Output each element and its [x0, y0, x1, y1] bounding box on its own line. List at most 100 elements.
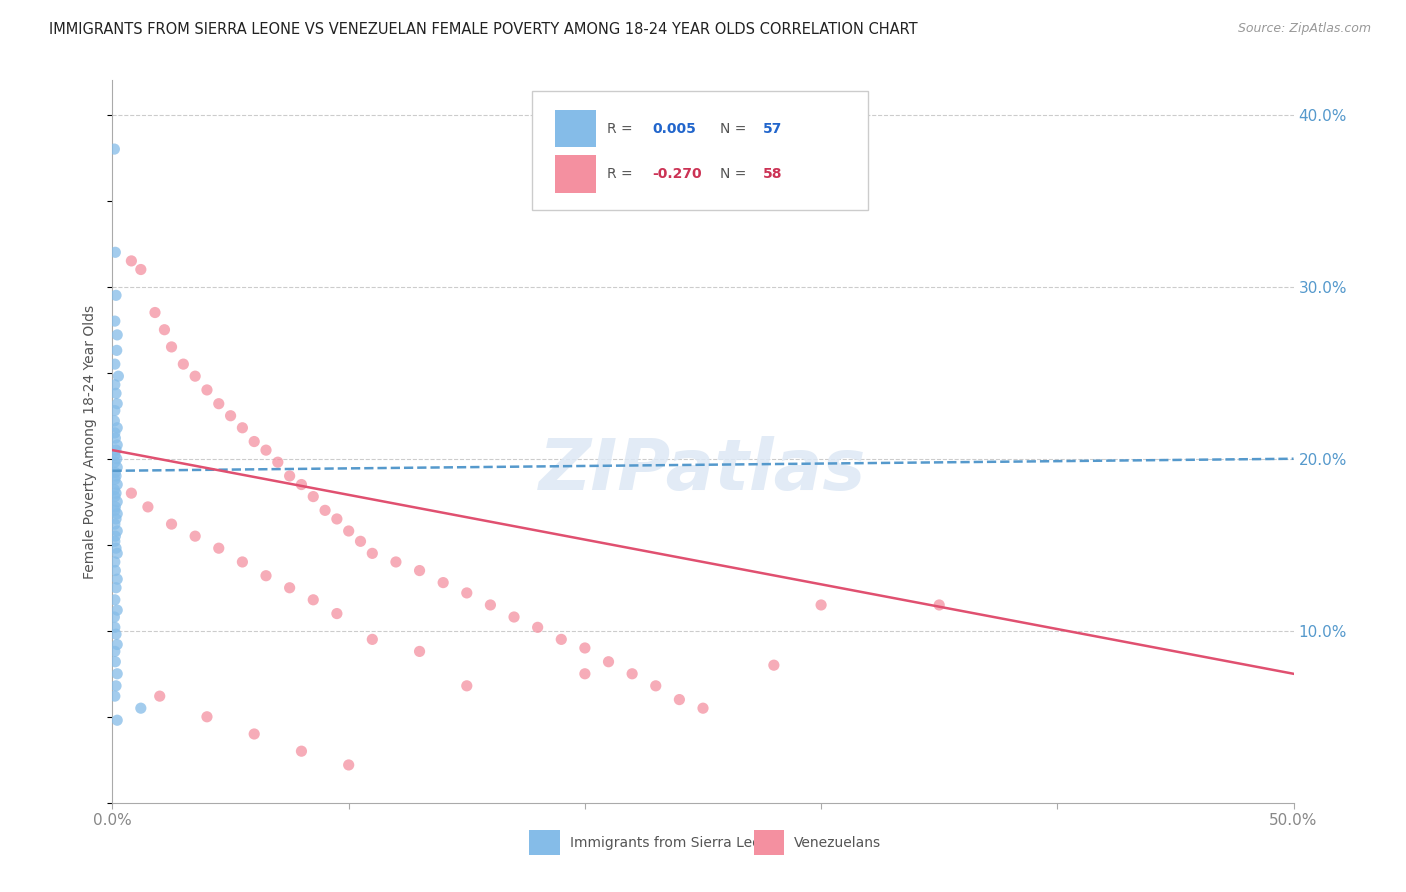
Point [149, 689, 172, 703]
Point [195, 710, 218, 724]
Point [105, 421, 128, 435]
Point [105, 494, 128, 508]
Point [104, 490, 127, 504]
Point [208, 397, 231, 411]
Point [104, 534, 127, 549]
Point [104, 472, 127, 486]
Point [243, 727, 266, 741]
Point [105, 524, 128, 538]
Point [408, 644, 430, 658]
Point [762, 658, 785, 673]
Point [103, 483, 125, 497]
Point [598, 655, 620, 669]
Point [104, 425, 127, 440]
Point [153, 323, 176, 337]
Point [104, 314, 127, 328]
Point [129, 262, 152, 277]
Point [254, 568, 277, 582]
Point [105, 679, 128, 693]
Point [574, 640, 596, 655]
Point [104, 620, 127, 634]
Point [692, 701, 714, 715]
Point [278, 581, 301, 595]
Point [810, 598, 832, 612]
Point [574, 666, 596, 681]
Point [337, 758, 360, 772]
Point [456, 586, 478, 600]
Point [219, 409, 242, 423]
Point [104, 655, 127, 669]
Point [526, 620, 548, 634]
Point [105, 469, 128, 483]
Point [104, 431, 127, 445]
Text: ZIPatlas: ZIPatlas [540, 436, 866, 505]
Point [104, 517, 127, 532]
Point [184, 369, 207, 384]
Point [105, 572, 128, 586]
Point [136, 500, 159, 514]
Point [105, 397, 128, 411]
Point [104, 689, 127, 703]
FancyBboxPatch shape [754, 830, 785, 855]
Point [408, 564, 430, 578]
Point [195, 383, 218, 397]
Point [104, 500, 127, 514]
Point [550, 632, 572, 647]
Point [503, 610, 526, 624]
Point [105, 546, 128, 560]
Point [385, 555, 408, 569]
FancyBboxPatch shape [530, 830, 560, 855]
Point [105, 288, 128, 302]
Point [104, 357, 127, 371]
Text: 0.005: 0.005 [652, 121, 696, 136]
Text: 58: 58 [763, 167, 783, 181]
Text: R =: R = [607, 121, 637, 136]
Point [105, 541, 128, 556]
Text: N =: N = [720, 167, 751, 181]
Point [143, 305, 166, 319]
Point [254, 443, 277, 458]
Point [104, 377, 127, 392]
Point [105, 451, 128, 466]
Point [105, 327, 128, 342]
Point [105, 603, 128, 617]
Point [105, 443, 128, 458]
Point [120, 253, 142, 268]
Point [105, 713, 128, 727]
FancyBboxPatch shape [531, 91, 869, 211]
Text: IMMIGRANTS FROM SIERRA LEONE VS VENEZUELAN FEMALE POVERTY AMONG 18-24 YEAR OLDS : IMMIGRANTS FROM SIERRA LEONE VS VENEZUEL… [49, 22, 918, 37]
Point [302, 592, 325, 607]
Point [432, 575, 454, 590]
Text: Immigrants from Sierra Leone: Immigrants from Sierra Leone [569, 836, 778, 849]
Point [184, 529, 207, 543]
Point [104, 466, 127, 480]
Point [172, 357, 194, 371]
Point [104, 503, 127, 517]
Point [120, 486, 142, 500]
Point [349, 534, 371, 549]
Point [456, 679, 478, 693]
Point [160, 340, 183, 354]
Point [105, 507, 128, 521]
Point [361, 546, 384, 560]
Point [621, 666, 644, 681]
Y-axis label: Female Poverty Among 18-24 Year Olds: Female Poverty Among 18-24 Year Olds [83, 304, 97, 579]
Point [314, 503, 336, 517]
Point [160, 517, 183, 532]
Point [104, 245, 127, 260]
Point [104, 529, 127, 543]
Point [103, 142, 125, 156]
Text: -0.270: -0.270 [652, 167, 702, 181]
Text: Source: ZipAtlas.com: Source: ZipAtlas.com [1237, 22, 1371, 36]
FancyBboxPatch shape [555, 110, 596, 147]
Point [267, 455, 290, 469]
Point [668, 692, 690, 706]
Point [103, 610, 125, 624]
Point [479, 598, 502, 612]
Point [104, 455, 127, 469]
Point [107, 369, 129, 384]
Point [326, 607, 349, 621]
Point [104, 448, 127, 462]
Point [105, 486, 128, 500]
Point [928, 598, 950, 612]
